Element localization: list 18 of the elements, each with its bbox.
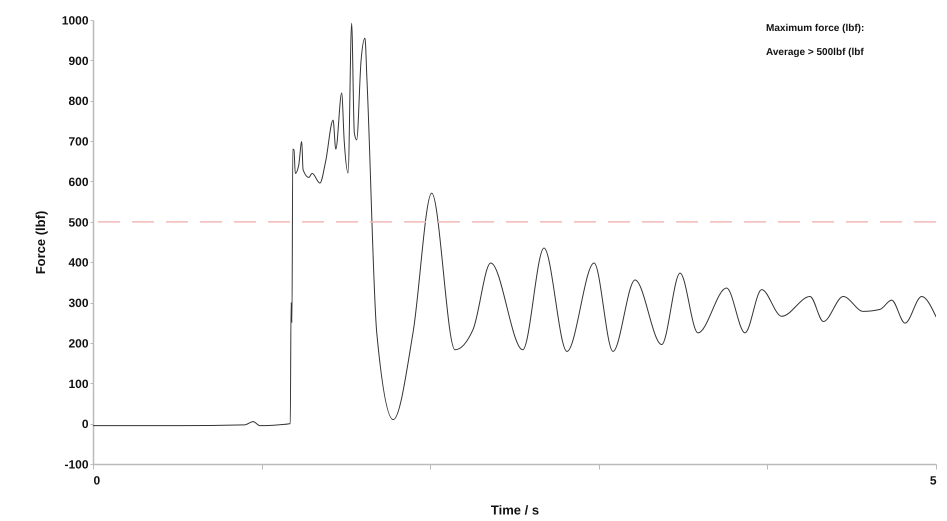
y-tick-label: 600: [68, 174, 89, 189]
y-tick-label: 1000: [62, 14, 89, 28]
x-axis-title: Time / s: [490, 502, 540, 518]
y-tick-label: -100: [64, 458, 89, 472]
y-tick-label: 0: [82, 417, 89, 432]
line-series: [93, 22, 936, 426]
annotation: Average > 500lbf (lbf: [766, 47, 864, 58]
y-tick-label: 800: [68, 94, 89, 108]
y-tick-label: 300: [68, 296, 89, 310]
annotation: Maximum force (lbf):: [766, 23, 864, 34]
y-tick-label: 400: [68, 256, 89, 270]
y-tick-label: 200: [68, 336, 89, 350]
y-tick-label: 500: [68, 215, 89, 230]
y-tick-label: 900: [68, 54, 89, 68]
y-axis-title: Force (lbf): [32, 210, 48, 274]
y-tick-label: 100: [68, 376, 89, 391]
y-tick-label: 700: [68, 134, 89, 149]
x-tick-label: 5: [930, 474, 937, 488]
